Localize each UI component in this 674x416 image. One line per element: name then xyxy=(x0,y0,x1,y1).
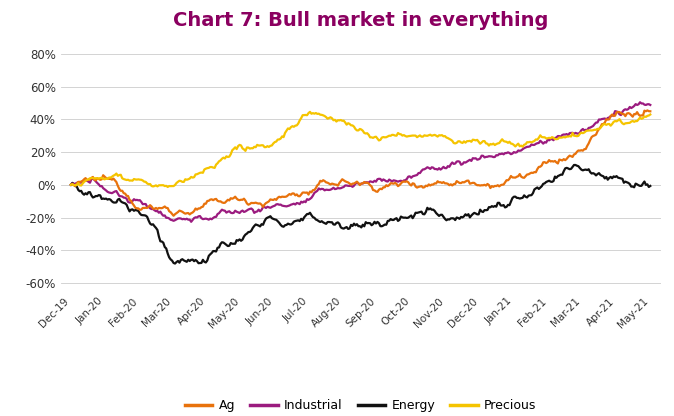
Title: Chart 7: Bull market in everything: Chart 7: Bull market in everything xyxy=(173,11,548,30)
Legend: Ag, Industrial, Energy, Precious: Ag, Industrial, Energy, Precious xyxy=(180,394,541,416)
